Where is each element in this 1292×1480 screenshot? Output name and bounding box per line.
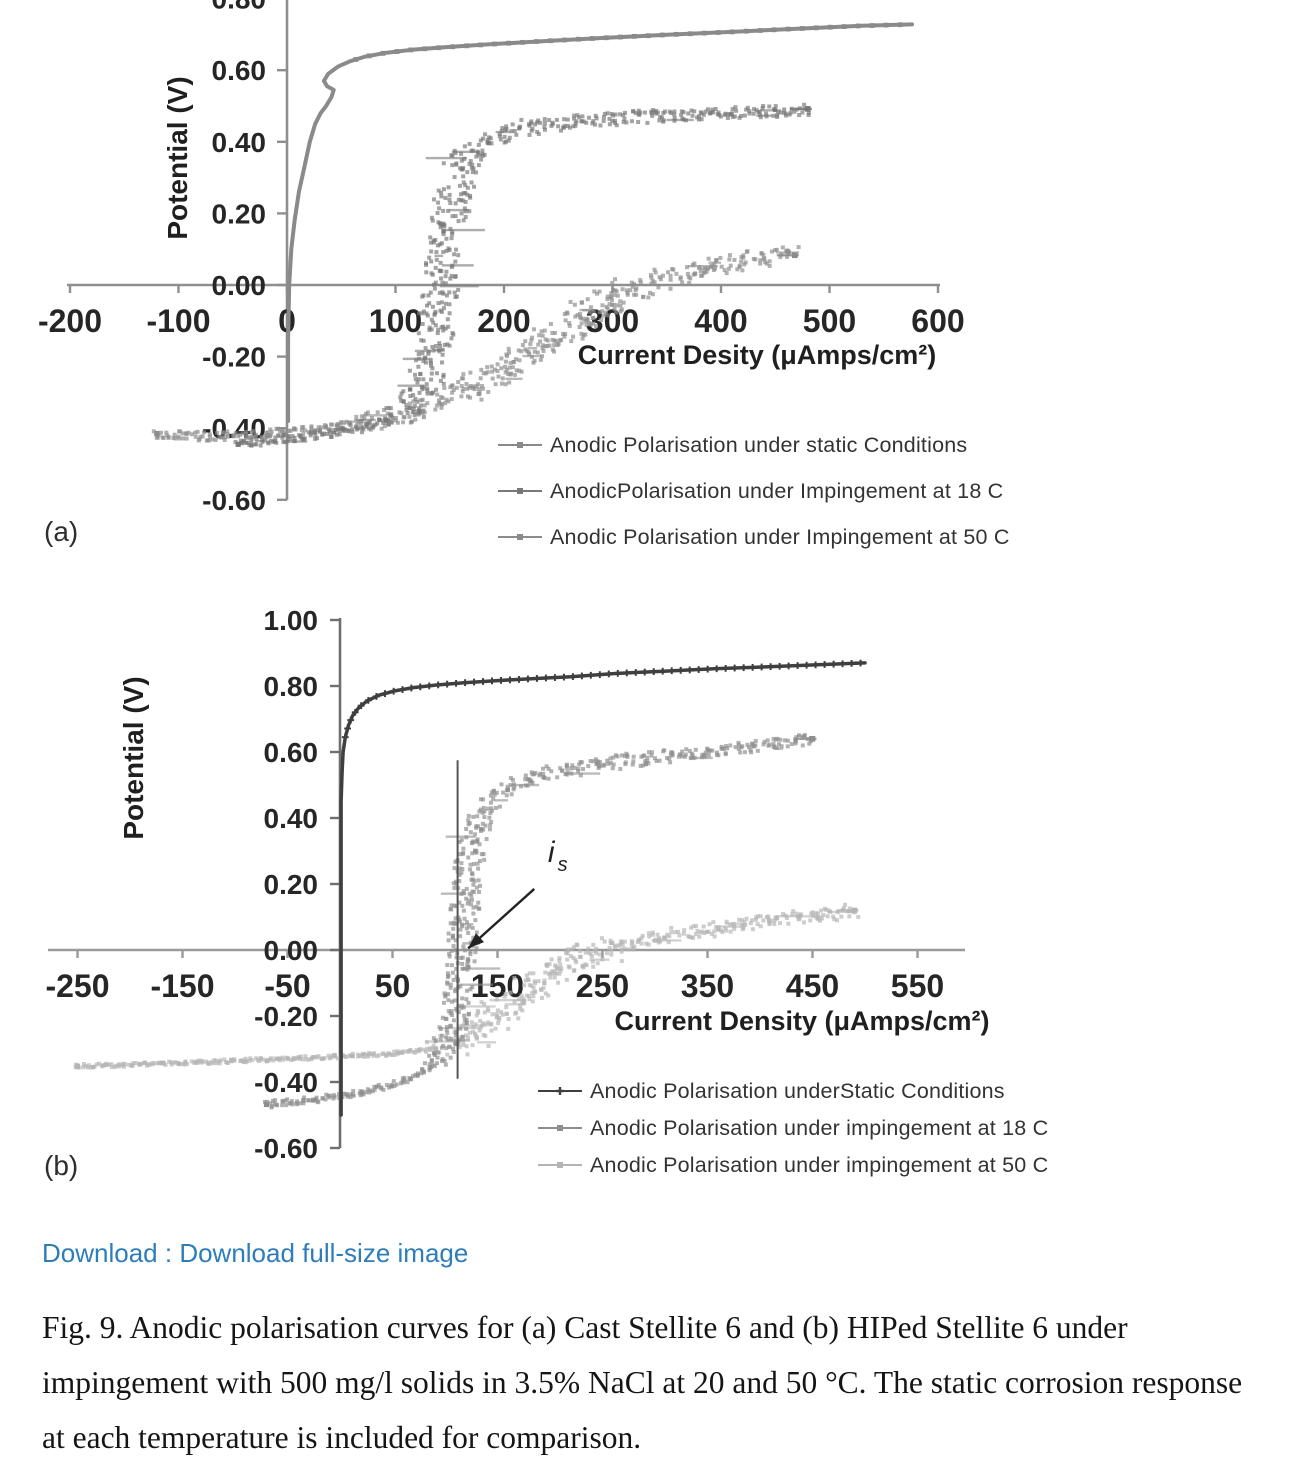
svg-text:-0.20: -0.20: [254, 1001, 318, 1032]
svg-text:0.40: 0.40: [212, 127, 267, 158]
chart-b-panel-label: (b): [44, 1150, 79, 1181]
chart-a-legend: Anodic Polarisation under static Conditi…: [497, 432, 1010, 572]
legend-label: Anodic Polarisation underStatic Conditio…: [590, 1078, 1005, 1103]
series-0: [286, 22, 914, 423]
svg-text:-50: -50: [264, 968, 310, 1004]
legend-marker-line-icon: [538, 1162, 582, 1168]
legend-marker-line-icon: [538, 1087, 582, 1095]
svg-text:-0.40: -0.40: [254, 1067, 318, 1098]
svg-text:350: 350: [681, 968, 734, 1004]
svg-text:0.00: 0.00: [264, 935, 319, 966]
svg-text:1.00: 1.00: [264, 605, 319, 636]
chart-a: -200-10001002003004005006000.800.600.400…: [38, 0, 965, 516]
legend-marker-line-icon: [498, 534, 542, 540]
svg-text:450: 450: [786, 968, 839, 1004]
chart-b-legend: Anodic Polarisation underStatic Conditio…: [537, 1078, 1049, 1191]
svg-text:400: 400: [694, 303, 747, 339]
legend-item: Anodic Polarisation underStatic Conditio…: [537, 1078, 1048, 1103]
legend-label: Anodic Polarisation under static Conditi…: [550, 432, 968, 457]
series-2: [151, 245, 801, 443]
svg-text:600: 600: [911, 303, 964, 339]
svg-text:-100: -100: [146, 303, 210, 339]
svg-text:0.20: 0.20: [264, 869, 319, 900]
series-1: [262, 733, 817, 1110]
legend-label: Anodic Polarisation under impingement at…: [590, 1152, 1049, 1177]
svg-text:-200: -200: [38, 303, 102, 339]
axes: -250 -150 -50 50 150 250 350 450 5501.000.800.60…: [45, 605, 965, 1164]
svg-text:500: 500: [803, 303, 856, 339]
legend-item: AnodicPolarisation under Impingement at …: [497, 478, 1010, 503]
legend-item: Anodic Polarisation under static Conditi…: [497, 432, 1010, 457]
download-link-row: Download : Download full-size image: [42, 1238, 468, 1269]
svg-text:0.60: 0.60: [212, 55, 267, 86]
svg-text:0.80: 0.80: [264, 671, 319, 702]
svg-text:-150: -150: [150, 968, 214, 1004]
svg-text:-0.60: -0.60: [254, 1133, 318, 1164]
figure-image: -200-10001002003004005006000.800.600.400…: [38, 0, 1049, 1191]
svg-text:0.80: 0.80: [212, 0, 267, 15]
svg-text:-250: -250: [45, 968, 109, 1004]
svg-text:300: 300: [586, 303, 639, 339]
svg-text:-0.20: -0.20: [202, 342, 266, 373]
chart-b: -250 -150 -50 50 150 250 350 450 5501.000.800.60…: [45, 605, 965, 1164]
svg-text:550: 550: [891, 968, 944, 1004]
svg-text:0.40: 0.40: [264, 803, 319, 834]
series-2: [73, 902, 861, 1070]
legend-item: Anodic Polarisation under Impingement at…: [497, 524, 1010, 549]
svg-text:is: is: [548, 836, 568, 876]
legend-label: Anodic Polarisation under Impingement at…: [550, 524, 1010, 549]
legend-item: Anodic Polarisation under impingement at…: [537, 1152, 1049, 1177]
chart-b-y-axis-title: Potential (V): [118, 676, 149, 840]
svg-text:0.60: 0.60: [264, 737, 319, 768]
svg-text:-0.60: -0.60: [202, 485, 266, 516]
download-full-size-link[interactable]: Download full-size image: [179, 1238, 469, 1268]
legend-item: Anodic Polarisation under impingement at…: [537, 1115, 1049, 1140]
series-1: [233, 102, 812, 448]
svg-text:100: 100: [369, 303, 422, 339]
chart-a-x-axis-title: Current Desity (μAmps/cm²): [577, 340, 937, 370]
chart-b-x-axis-title: Current Density (μAmps/cm²): [614, 1006, 990, 1036]
svg-text:0.20: 0.20: [212, 198, 267, 229]
legend-marker-line-icon: [498, 488, 542, 494]
chart-a-y-axis-title: Potential (V): [162, 76, 193, 240]
svg-text:250: 250: [576, 968, 629, 1004]
legend-label: Anodic Polarisation under impingement at…: [590, 1115, 1049, 1140]
svg-text:0.00: 0.00: [212, 270, 267, 301]
legend-marker-line-icon: [498, 442, 542, 448]
legend-label: AnodicPolarisation under Impingement at …: [550, 478, 1004, 503]
svg-text:50: 50: [375, 968, 411, 1004]
figure-caption: Fig. 9. Anodic polarisation curves for (…: [42, 1310, 1243, 1455]
download-prefix: Download :: [42, 1238, 180, 1268]
series-0: [339, 659, 867, 1117]
legend-marker-line-icon: [538, 1125, 582, 1131]
chart-a-panel-label: (a): [44, 516, 79, 547]
svg-text:200: 200: [477, 303, 530, 339]
